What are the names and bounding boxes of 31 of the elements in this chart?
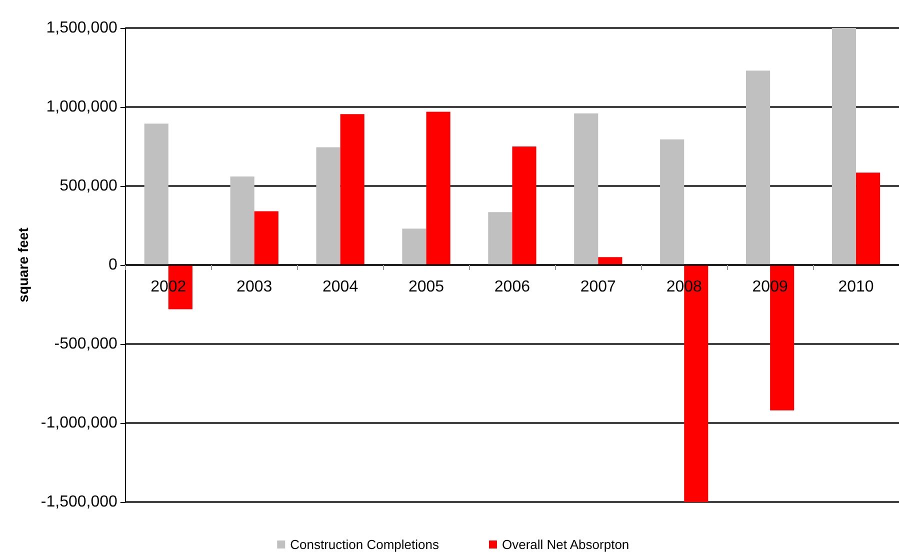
bar xyxy=(426,112,450,265)
legend-label: Overall Net Absorpton xyxy=(502,537,630,552)
bar xyxy=(340,114,364,265)
y-tick-label: -1,500,000 xyxy=(40,494,118,510)
bar xyxy=(316,147,340,265)
bar xyxy=(144,124,168,265)
x-tick-label: 2010 xyxy=(838,278,874,296)
bar xyxy=(512,146,536,265)
bar xyxy=(832,28,856,265)
x-tick-label: 2007 xyxy=(580,278,616,296)
bar xyxy=(230,176,254,265)
bar xyxy=(574,113,598,265)
bar xyxy=(254,211,278,265)
bar xyxy=(402,228,426,265)
x-tick-label: 2005 xyxy=(408,278,444,296)
y-tick-label: 500,000 xyxy=(60,178,118,194)
bar xyxy=(660,139,684,265)
y-tick-label: 1,000,000 xyxy=(46,98,118,116)
x-tick-label: 2006 xyxy=(494,278,530,296)
bar xyxy=(598,257,622,265)
y-tick-label: 0 xyxy=(108,256,118,274)
legend-label: Construction Completions xyxy=(290,537,440,552)
y-tick-label: -1,000,000 xyxy=(40,414,118,432)
y-tick-label: -500,000 xyxy=(54,336,118,352)
bar xyxy=(856,172,880,265)
y-tick-label: 1,500,000 xyxy=(46,20,118,36)
bar xyxy=(488,212,512,265)
x-tick-label: 2004 xyxy=(322,278,358,296)
bar xyxy=(746,70,770,265)
x-tick-label: 2003 xyxy=(236,278,272,296)
y-axis-title: square feet xyxy=(15,227,31,302)
